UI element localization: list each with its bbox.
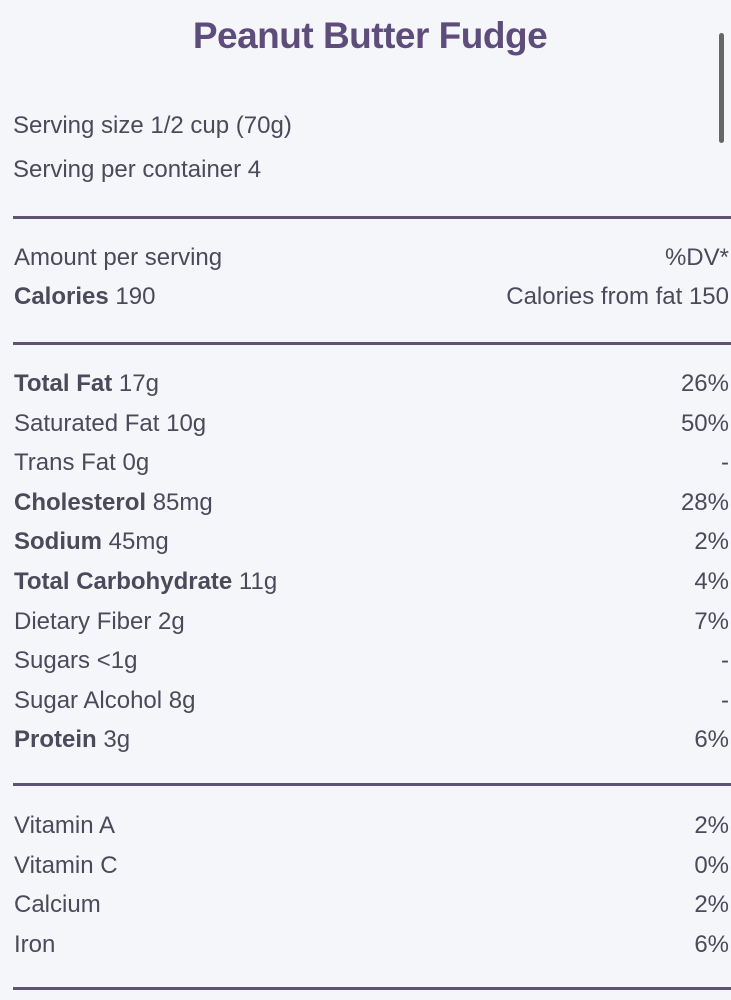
nutrient-amount: 3g: [103, 726, 131, 754]
nutrient-row: Trans Fat 0g -: [14, 446, 729, 480]
nutrient-label: Trans Fat: [14, 449, 116, 477]
calories-row: Calories 190 Calories from fat 150: [14, 280, 729, 314]
dv-header-label: %DV*: [664, 244, 729, 271]
vitamin-dv: 6%: [694, 930, 729, 958]
nutrient-amount: 45mg: [108, 528, 169, 556]
nutrient-amount: <1g: [96, 647, 138, 675]
nutrient-label: Saturated Fat: [14, 409, 160, 437]
nutrient-dv: 50%: [680, 409, 729, 437]
calories-label: Calories: [14, 283, 109, 310]
nutrient-amount: 17g: [118, 370, 159, 397]
nutrient-dv: 2%: [694, 528, 729, 556]
divider: [13, 216, 731, 219]
nutrient-row: Total Carbohydrate 11g 4%: [14, 565, 729, 599]
nutrient-row: Protein 3g 6%: [14, 723, 729, 757]
vitamin-row: Vitamin A 2%: [14, 809, 729, 843]
vitamin-dv: 2%: [694, 812, 729, 839]
vitamin-dv: 0%: [694, 851, 729, 879]
servings-per-container: Serving per container 4: [13, 156, 262, 183]
nutrient-label: Cholesterol: [14, 488, 147, 516]
nutrient-label: Total Fat: [14, 370, 113, 397]
calories-value: 190: [115, 283, 156, 310]
nutrient-amount: 2g: [158, 607, 185, 635]
vitamin-dv: 2%: [694, 891, 729, 918]
vitamin-label: Vitamin C: [14, 851, 118, 879]
divider: [13, 783, 731, 786]
nutrient-dv: -: [721, 686, 729, 714]
scrollbar[interactable]: [719, 33, 724, 143]
nutrient-dv: 28%: [680, 488, 729, 516]
nutrient-dv: 6%: [694, 726, 729, 754]
nutrient-row: Cholesterol 85mg 28%: [14, 486, 729, 520]
nutrient-label: Dietary Fiber: [14, 607, 152, 635]
vitamin-label: Iron: [14, 930, 56, 958]
nutrient-dv: -: [721, 449, 729, 477]
vitamin-label: Calcium: [14, 891, 101, 918]
page-title: Peanut Butter Fudge: [192, 15, 548, 56]
nutrient-amount: 0g: [122, 449, 150, 477]
amount-per-serving-row: Amount per serving %DV*: [14, 241, 729, 275]
vitamin-row: Vitamin C 0%: [14, 849, 729, 883]
nutrient-amount: 85mg: [152, 488, 213, 516]
nutrient-dv: 26%: [680, 370, 729, 397]
divider: [13, 987, 731, 990]
nutrient-label: Protein: [14, 726, 97, 754]
serving-size: Serving size 1/2 cup (70g): [13, 112, 292, 139]
nutrient-label: Total Carbohydrate: [14, 568, 233, 595]
nutrient-dv: 4%: [694, 568, 729, 595]
nutrient-dv: -: [721, 647, 729, 675]
nutrient-row: Sodium 45mg 2%: [14, 525, 729, 559]
vitamin-row: Calcium 2%: [14, 888, 729, 922]
vitamin-row: Iron 6%: [14, 928, 729, 962]
vitamin-label: Vitamin A: [14, 812, 115, 839]
divider: [13, 342, 731, 345]
nutrient-row: Total Fat 17g 26%: [14, 367, 729, 401]
nutrient-label: Sugars: [14, 647, 91, 675]
nutrient-amount: 11g: [238, 568, 278, 595]
nutrient-dv: 7%: [694, 607, 729, 635]
nutrient-row: Dietary Fiber 2g 7%: [14, 605, 729, 639]
nutrient-row: Sugar Alcohol 8g -: [14, 684, 729, 718]
nutrient-label: Sodium: [14, 528, 102, 556]
calories-from-fat: Calories from fat 150: [506, 283, 729, 310]
nutrient-label: Sugar Alcohol: [14, 686, 163, 714]
nutrient-amount: 8g: [168, 686, 196, 714]
nutrient-amount: 10g: [166, 409, 207, 437]
nutrient-row: Saturated Fat 10g 50%: [14, 407, 729, 441]
nutrient-row: Sugars <1g -: [14, 644, 729, 678]
amount-per-serving-label: Amount per serving: [14, 244, 223, 271]
